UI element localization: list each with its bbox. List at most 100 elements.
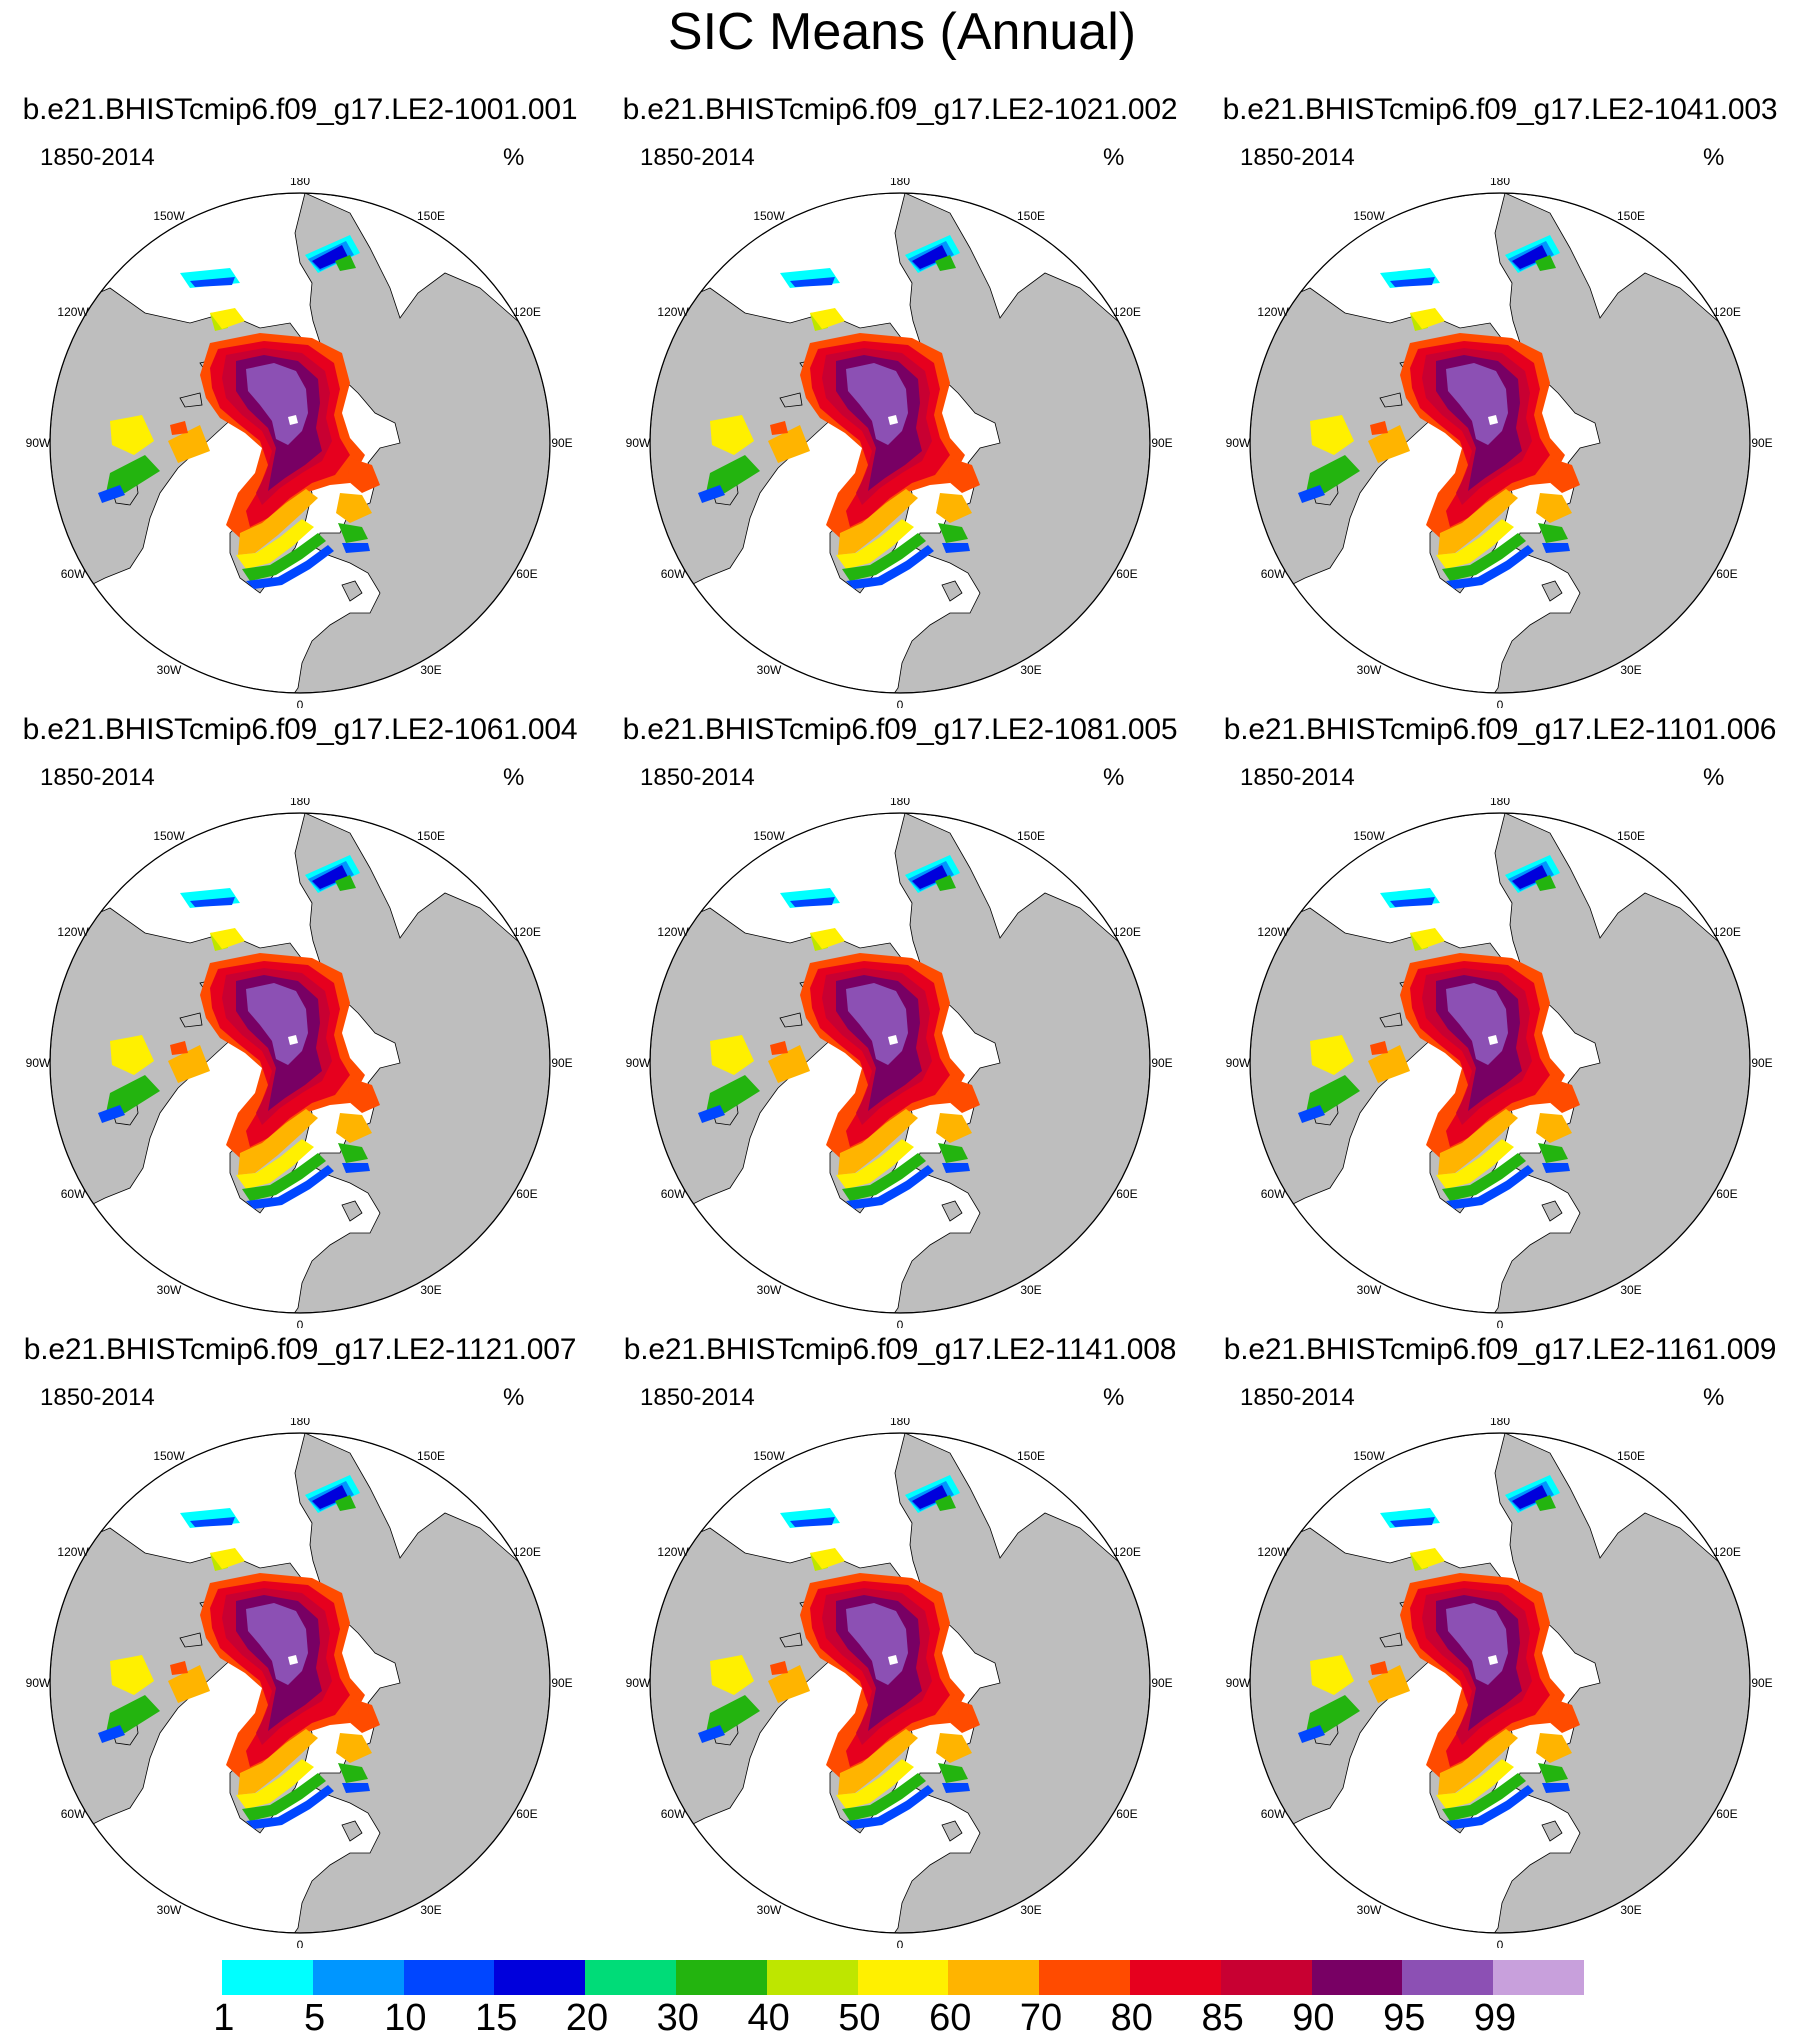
- longitude-label: 120E: [1713, 925, 1741, 939]
- colorbar-label: 80: [1110, 1997, 1153, 2039]
- longitude-label: 60W: [61, 567, 86, 581]
- polar-map: 180 150E 120E 90E 60E 30E 0 30W 60W 90W 120W 150W: [1226, 178, 1773, 708]
- longitude-label: 150E: [1017, 829, 1045, 843]
- longitude-label: 30E: [420, 1903, 441, 1917]
- map-boundary: [649, 1432, 1151, 1934]
- map-boundary: [49, 812, 551, 1314]
- panel-units: %: [503, 764, 525, 791]
- longitude-label: 150E: [417, 209, 445, 223]
- colorbar-segment: [857, 1960, 949, 1995]
- colorbar-segment: [1130, 1960, 1222, 1995]
- longitude-label: 90W: [1226, 1676, 1251, 1690]
- panel-case-title: b.e21.BHISTcmip6.f09_g17.LE2-1061.004: [22, 713, 578, 746]
- colorbar-label: 99: [1473, 1997, 1517, 2039]
- colorbar-segment: [1311, 1960, 1403, 1995]
- longitude-label: 60W: [661, 567, 686, 581]
- longitude-label: 30E: [1020, 663, 1041, 677]
- longitude-label: 90W: [26, 1676, 51, 1690]
- panel-period: 1850-2014: [640, 144, 755, 171]
- map-panel: b.e21.BHISTcmip6.f09_g17.LE2-1021.002 185…: [600, 90, 1200, 710]
- longitude-label: 30W: [1357, 663, 1382, 677]
- longitude-label: 120W: [1257, 1545, 1289, 1559]
- longitude-label: 90E: [1151, 1056, 1172, 1070]
- colorbar-segment: [1039, 1960, 1131, 1995]
- polar-map: 180 150E 120E 90E 60E 30E 0 30W 60W 90W 120W 150W: [1226, 798, 1773, 1328]
- panel-period: 1850-2014: [640, 1384, 755, 1411]
- longitude-label: 180: [890, 798, 910, 808]
- longitude-label: 30E: [1020, 1903, 1041, 1917]
- panel-units: %: [1703, 1384, 1725, 1411]
- panel-units: %: [1103, 764, 1125, 791]
- panel-units: %: [503, 144, 525, 171]
- longitude-label: 120E: [513, 1545, 541, 1559]
- longitude-label: 150W: [153, 1449, 185, 1463]
- longitude-label: 120W: [657, 925, 689, 939]
- longitude-label: 120W: [657, 305, 689, 319]
- longitude-label: 0: [297, 1938, 304, 1948]
- longitude-label: 180: [1490, 178, 1510, 188]
- longitude-label: 60W: [1261, 1807, 1286, 1821]
- map-panel: b.e21.BHISTcmip6.f09_g17.LE2-1041.003 185…: [1200, 90, 1800, 710]
- longitude-label: 180: [1490, 1418, 1510, 1428]
- panel-period: 1850-2014: [40, 144, 155, 171]
- longitude-label: 120E: [513, 305, 541, 319]
- longitude-label: 180: [290, 178, 310, 188]
- map-panel: b.e21.BHISTcmip6.f09_g17.LE2-1101.006 185…: [1200, 710, 1800, 1330]
- longitude-label: 0: [1497, 698, 1504, 708]
- panel-case-title: b.e21.BHISTcmip6.f09_g17.LE2-1001.001: [22, 93, 578, 126]
- longitude-label: 60E: [1716, 567, 1737, 581]
- longitude-label: 150W: [153, 829, 185, 843]
- longitude-label: 120E: [1713, 1545, 1741, 1559]
- longitude-label: 30W: [157, 663, 182, 677]
- longitude-label: 120E: [1713, 305, 1741, 319]
- longitude-label: 150E: [417, 829, 445, 843]
- longitude-label: 90E: [1151, 436, 1172, 450]
- map-boundary: [1249, 192, 1751, 694]
- map-panel: b.e21.BHISTcmip6.f09_g17.LE2-1141.008 185…: [600, 1330, 1200, 1950]
- longitude-label: 150E: [1617, 1449, 1645, 1463]
- colorbar-label: 50: [838, 1997, 881, 2039]
- polar-map: 180 150E 120E 90E 60E 30E 0 30W 60W 90W 120W 150W: [626, 798, 1173, 1328]
- longitude-label: 180: [290, 798, 310, 808]
- colorbar-segment: [948, 1960, 1040, 1995]
- longitude-label: 90W: [626, 1676, 651, 1690]
- colorbar-segment: [494, 1960, 586, 1995]
- longitude-label: 60E: [516, 1187, 537, 1201]
- colorbar-segment: [676, 1960, 768, 1995]
- longitude-label: 30W: [1357, 1903, 1382, 1917]
- panel-case-title: b.e21.BHISTcmip6.f09_g17.LE2-1101.006: [1223, 713, 1777, 746]
- longitude-label: 30E: [1620, 1283, 1641, 1297]
- colorbar-label: 90: [1292, 1997, 1335, 2039]
- longitude-label: 90W: [26, 1056, 51, 1070]
- longitude-label: 180: [290, 1418, 310, 1428]
- longitude-label: 180: [890, 178, 910, 188]
- longitude-label: 30W: [757, 1903, 782, 1917]
- colorbar-segment: [585, 1960, 677, 1995]
- panel-period: 1850-2014: [1240, 144, 1355, 171]
- longitude-label: 150E: [1617, 209, 1645, 223]
- map-panel: b.e21.BHISTcmip6.f09_g17.LE2-1061.004 185…: [0, 710, 600, 1330]
- longitude-label: 30E: [1620, 663, 1641, 677]
- longitude-label: 60W: [61, 1807, 86, 1821]
- colorbar-segment: [1220, 1960, 1313, 1995]
- longitude-label: 30W: [1357, 1283, 1382, 1297]
- panel-period: 1850-2014: [40, 1384, 155, 1411]
- panel-units: %: [1103, 1384, 1125, 1411]
- longitude-label: 120W: [1257, 305, 1289, 319]
- longitude-label: 180: [1490, 798, 1510, 808]
- longitude-label: 60E: [516, 1807, 537, 1821]
- colorbar-labels: 1 5 10 15 20 30 40 50 60 70 80 85 90 95 99: [0, 1996, 1804, 2040]
- longitude-label: 0: [897, 1938, 904, 1948]
- longitude-label: 30E: [1020, 1283, 1041, 1297]
- longitude-label: 150W: [753, 209, 785, 223]
- longitude-label: 0: [897, 1318, 904, 1328]
- panel-units: %: [503, 1384, 525, 1411]
- panel-case-title: b.e21.BHISTcmip6.f09_g17.LE2-1041.003: [1222, 93, 1778, 126]
- colorbar-segment: [1493, 1960, 1585, 1995]
- longitude-label: 30E: [420, 663, 441, 677]
- longitude-label: 120W: [1257, 925, 1289, 939]
- longitude-label: 90W: [1226, 436, 1251, 450]
- panel-period: 1850-2014: [40, 764, 155, 791]
- longitude-label: 150W: [753, 829, 785, 843]
- colorbar-label: 70: [1019, 1997, 1063, 2039]
